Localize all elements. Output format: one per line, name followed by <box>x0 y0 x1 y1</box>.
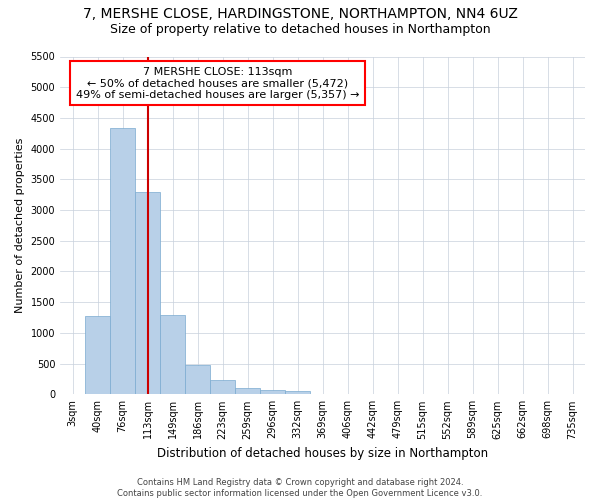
X-axis label: Distribution of detached houses by size in Northampton: Distribution of detached houses by size … <box>157 447 488 460</box>
Bar <box>260 390 285 394</box>
Bar <box>210 380 235 394</box>
Bar <box>135 192 160 394</box>
Text: Size of property relative to detached houses in Northampton: Size of property relative to detached ho… <box>110 22 490 36</box>
Text: Contains HM Land Registry data © Crown copyright and database right 2024.
Contai: Contains HM Land Registry data © Crown c… <box>118 478 482 498</box>
Bar <box>110 128 135 394</box>
Text: 7 MERSHE CLOSE: 113sqm
← 50% of detached houses are smaller (5,472)
49% of semi-: 7 MERSHE CLOSE: 113sqm ← 50% of detached… <box>76 66 359 100</box>
Bar <box>285 390 310 394</box>
Bar <box>160 315 185 394</box>
Bar <box>235 388 260 394</box>
Bar <box>185 365 210 394</box>
Text: 7, MERSHE CLOSE, HARDINGSTONE, NORTHAMPTON, NN4 6UZ: 7, MERSHE CLOSE, HARDINGSTONE, NORTHAMPT… <box>83 8 517 22</box>
Y-axis label: Number of detached properties: Number of detached properties <box>15 138 25 313</box>
Bar <box>85 316 110 394</box>
